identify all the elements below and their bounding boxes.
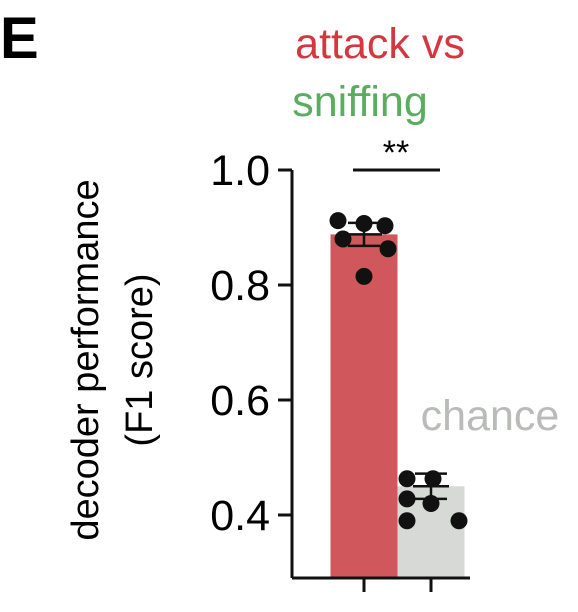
y-tick-label: 0.8 xyxy=(210,262,270,310)
bar-attack-vs-sniffing xyxy=(330,234,398,578)
significance-stars: ** xyxy=(383,134,409,172)
y-axis-label: decoder performance (F1 score) xyxy=(65,179,161,540)
y-axis-label-line-1: decoder performance xyxy=(65,179,107,540)
data-point xyxy=(376,217,394,235)
data-point xyxy=(422,495,440,512)
panel-letter: E xyxy=(0,6,39,71)
data-point xyxy=(398,490,416,508)
data-point xyxy=(379,240,397,258)
data-point xyxy=(398,470,416,488)
data-point xyxy=(355,267,373,285)
chance-label: chance xyxy=(421,392,560,440)
plot-area: 0.4 0.6 0.8 1.0 ** chance xyxy=(210,134,559,592)
data-point xyxy=(334,230,352,248)
data-point xyxy=(355,214,373,232)
y-axis-label-line-2: (F1 score) xyxy=(119,273,161,446)
data-point xyxy=(450,512,468,530)
y-tick-label: 0.4 xyxy=(210,492,270,540)
chart-title-line-2: sniffing xyxy=(292,78,427,126)
data-point xyxy=(424,470,442,488)
y-tick-label: 1.0 xyxy=(210,147,270,195)
data-point xyxy=(398,512,416,530)
y-tick-label: 0.6 xyxy=(210,377,270,425)
data-point xyxy=(329,212,347,230)
chart-title-line-1: attack vs xyxy=(295,20,465,68)
